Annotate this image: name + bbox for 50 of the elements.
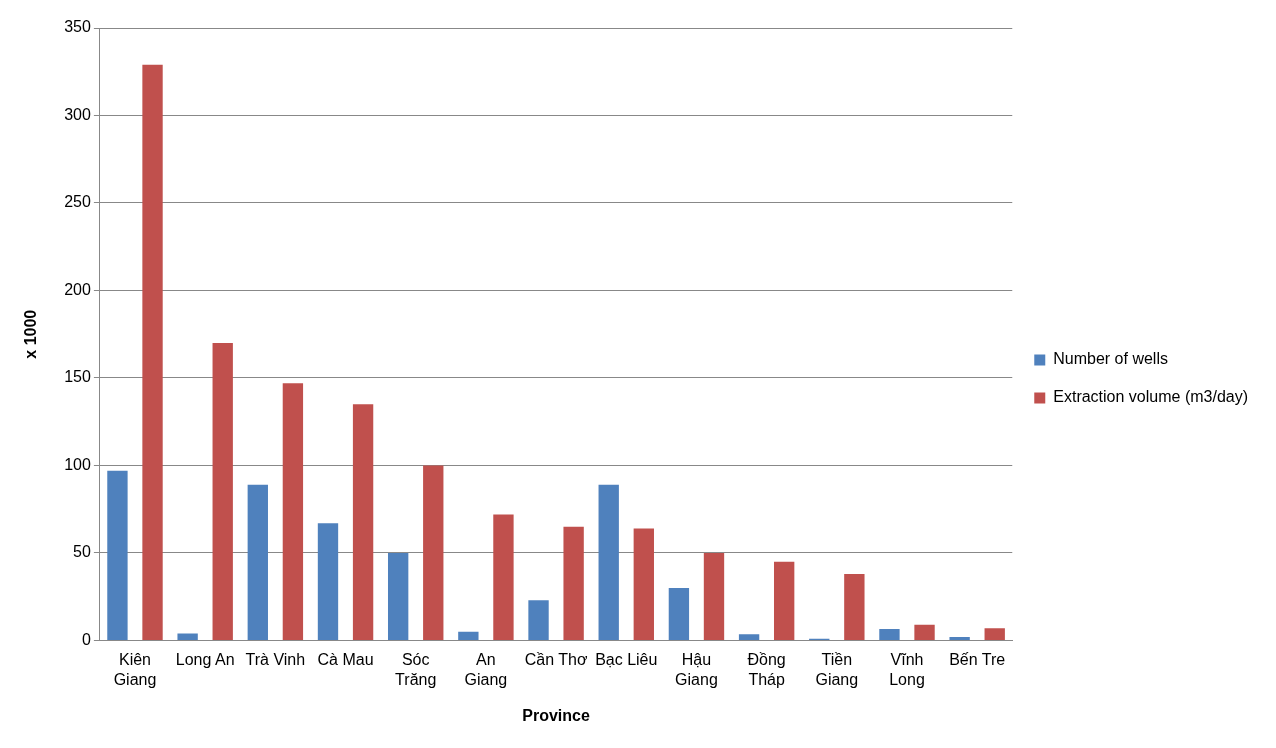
bar [703,552,725,640]
x-tick-label: Hậu Giang [675,651,718,688]
legend-label: Extraction volume (m3/day) [1053,388,1248,406]
x-tick-label: Kiên Giang [113,651,157,688]
y-tick-label: 250 [64,193,91,211]
bar [914,624,935,640]
x-tick-label: Long An [175,651,235,669]
x-tick-label: Trà Vinh [245,651,306,669]
bar [212,342,233,640]
bar [423,465,444,640]
bar [107,470,128,640]
bar [844,573,865,640]
x-tick-label: Cà Mau [317,651,374,669]
y-tick-label: 150 [64,368,91,386]
bar [142,64,163,640]
bar [774,561,795,640]
x-tick-label: An Giang [464,651,508,688]
bar [387,552,409,640]
y-tick-label: 0 [81,630,91,648]
bar [247,484,268,640]
y-tick-label: 50 [73,543,91,561]
bar [879,629,900,640]
x-tick-label: Bạc Liêu [595,651,658,669]
bar [352,404,374,640]
x-tick-label: Cần Thơ [524,651,588,669]
bar [633,528,654,640]
x-tick-label: Sóc Trăng [395,651,437,688]
x-axis-title: Province [522,706,590,724]
x-tick-label: Tiền Giang [815,651,859,688]
y-tick-label: 200 [64,280,91,298]
bar [563,526,584,640]
bar [317,523,339,640]
x-tick-label: Đồng Tháp [747,651,786,688]
bar [177,633,198,640]
bar [493,514,514,640]
bar [668,587,690,640]
bar [458,631,479,640]
y-tick-label: 350 [64,18,91,36]
bar [949,636,970,640]
x-tick-label: Vĩnh Long [889,651,925,688]
bar [738,634,760,640]
x-tick-label: Bến Tre [949,651,1006,669]
legend-label: Number of wells [1053,350,1168,368]
y-tick-label: 300 [64,105,91,123]
bar [984,628,1005,640]
y-axis-title: x 1000 [22,309,40,359]
bar [598,484,619,640]
y-tick-label: 100 [64,455,91,473]
bar [282,383,304,640]
bar [528,600,549,640]
